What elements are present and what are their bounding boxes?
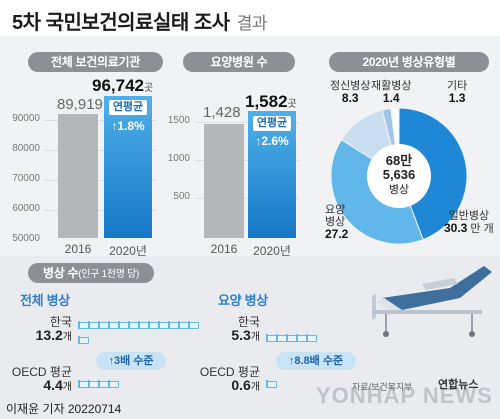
donut-center-total: 68만 5,636 병상 <box>382 153 416 197</box>
credit-line: 이재윤 기자 20220714 <box>6 402 122 416</box>
oecd-label: OECD 평균 <box>199 365 260 379</box>
publisher-logo: 연합뉴스 <box>438 379 479 391</box>
y-tick: 90000 <box>12 113 40 124</box>
facilities-pill: 전체 보건의료기관 <box>28 52 163 72</box>
bed-icon <box>78 320 89 329</box>
y-tick: 50000 <box>12 233 40 244</box>
bed-icon <box>108 320 119 329</box>
bed-icon <box>78 336 89 344</box>
year-label: 2016 <box>64 242 92 256</box>
source-note: 자료/보건복지부 <box>352 382 413 392</box>
bar-2020 <box>248 111 296 238</box>
seg-label-nursing: 요양 병상 27.2 <box>325 204 349 241</box>
bar-2016 <box>204 124 244 238</box>
bed-icon <box>138 320 149 329</box>
page-title: 5차 국민보건의료실태 조사 결과 <box>12 12 267 34</box>
cagr-value: ↑2.6% <box>255 134 289 148</box>
korea-value: 5.3개 <box>231 327 260 343</box>
nursing-compare-badge: ↑8.8배 수준 <box>276 352 356 370</box>
bar-2020 <box>104 96 152 238</box>
seg-label-rehab: 재활병상 1.4 <box>371 80 412 105</box>
seg-label-psych: 정신병상 8.3 <box>330 80 371 105</box>
total-beds-title: 전체 병상 <box>20 293 70 308</box>
bar-value-2016: 1,428 <box>203 104 241 121</box>
year-label: 2020년 <box>109 244 147 258</box>
bed-icon <box>286 334 297 342</box>
bed-icon <box>148 320 159 329</box>
y-tick: 1000 <box>167 153 190 164</box>
bed-icon <box>98 320 109 329</box>
korea-value: 13.2개 <box>35 327 72 343</box>
bar-2016 <box>58 114 98 238</box>
bed-count-pill: 병상 수(인구 1천명 당) <box>28 263 154 283</box>
bar-value-2020: 96,742곳 <box>92 76 154 95</box>
bed-icon <box>108 380 119 388</box>
y-tick: 70000 <box>12 173 40 184</box>
bed-icon <box>118 320 129 329</box>
nursing-hospitals-pill: 요양병원 수 <box>183 52 295 72</box>
total-compare-badge: ↑3배 수준 <box>96 352 166 370</box>
bed-icon <box>266 334 277 342</box>
y-tick: 500 <box>173 191 190 202</box>
bed-type-pill: 2020년 병상유형별 <box>329 52 489 72</box>
oecd-value: 4.4개 <box>43 377 72 393</box>
y-tick: 60000 <box>12 203 40 214</box>
bed-icon <box>128 320 139 329</box>
y-tick: 1500 <box>167 115 190 126</box>
oecd-label: OECD 평균 <box>11 365 72 379</box>
nursing-beds-title: 요양 병상 <box>218 293 268 308</box>
bed-icon <box>88 380 99 388</box>
cagr-label: 연평균 <box>253 116 291 131</box>
bed-icon <box>276 334 287 342</box>
bed-icon <box>88 320 99 329</box>
bed-icon <box>266 380 277 388</box>
y-tick: 80000 <box>12 143 40 154</box>
korea-label: 한국 <box>49 315 72 329</box>
bed-icon <box>296 334 307 342</box>
bar-value-2020: 1,582곳 <box>245 92 297 111</box>
seg-label-general: 일반병상 30.3 만 개 <box>444 210 494 235</box>
oecd-value: 0.6개 <box>231 377 260 393</box>
hospital-bed-icon <box>372 266 492 337</box>
year-label: 2016 <box>210 242 238 256</box>
bar-value-2016: 89,919 <box>57 96 103 113</box>
year-label: 2020년 <box>253 244 291 258</box>
segment-general <box>398 107 468 241</box>
bed-icons-oecd-total <box>78 372 198 388</box>
bed-icon <box>168 320 179 329</box>
bed-icon <box>78 380 89 388</box>
bed-icons-korea-total <box>78 314 199 344</box>
bed-icon <box>98 380 109 388</box>
bed-icon <box>178 320 189 329</box>
cagr-value: ↑1.8% <box>111 119 145 133</box>
watermark: YONHAP NEWS <box>316 383 493 408</box>
cagr-label: 연평균 <box>109 100 147 115</box>
bed-icons-oecd-nursing <box>266 372 296 388</box>
bed-icon <box>188 320 199 329</box>
bed-icon <box>158 320 169 329</box>
bed-icons-korea-nursing <box>266 326 336 342</box>
bed-type-donut <box>330 107 468 245</box>
korea-label: 한국 <box>237 315 260 329</box>
seg-label-other: 기타 1.3 <box>447 80 468 105</box>
bed-icon <box>306 334 317 342</box>
